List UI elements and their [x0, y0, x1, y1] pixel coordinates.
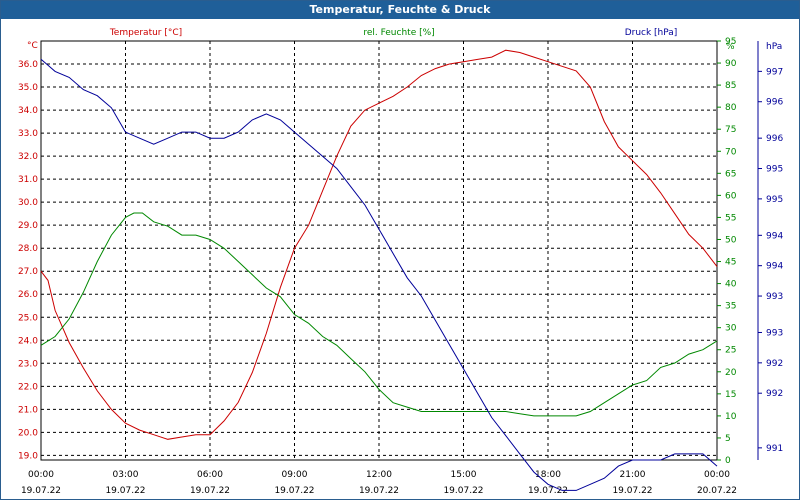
humidity-tick-label: 25 [725, 346, 736, 356]
humidity-axis-label: rel. Feuchte [%] [363, 28, 434, 38]
temp-tick-label: 26.0 [18, 290, 38, 300]
grid-lines [41, 41, 717, 460]
x-tick-date: 19.07.22 [612, 486, 652, 496]
pressure-tick-label: 992 [766, 389, 783, 399]
temp-tick-label: 19.0 [18, 451, 38, 461]
x-tick-time: 00:00 [28, 470, 54, 480]
temp-tick-label: 20.0 [18, 428, 38, 438]
x-tick-time: 03:00 [113, 470, 139, 480]
temp-tick-label: 32.0 [18, 152, 38, 162]
pressure-tick-label: 995 [766, 165, 783, 175]
pressure-tick-labels: 991 992 992 993 993 994 994 995 995 996 996 997 [757, 41, 783, 460]
x-tick-date: 19.07.22 [528, 486, 568, 496]
temp-tick-label: 29.0 [18, 221, 38, 231]
window-title: Temperatur, Feuchte & Druck [1, 1, 799, 19]
humidity-tick-label: 65 [725, 169, 736, 179]
temp-tick-label: 21.0 [18, 405, 38, 415]
pressure-axis-label: Druck [hPa] [625, 28, 678, 38]
x-tick-date: 19.07.22 [359, 486, 399, 496]
temp-tick-label: 25.0 [18, 313, 38, 323]
series-line-humidity [40, 212, 718, 417]
humidity-tick-label: 70 [725, 147, 737, 157]
pressure-tick-label: 994 [766, 262, 783, 272]
humidity-tick-label: 10 [725, 412, 737, 422]
humidity-tick-label: 5 [725, 434, 731, 444]
x-tick-time: 06:00 [197, 470, 223, 480]
temp-tick-label: 34.0 [18, 106, 38, 116]
humidity-tick-label: 95 [725, 37, 736, 47]
x-tick-labels: 00:00 19.07.22 03:00 19.07.22 06:00 19.07.22 0… [21, 470, 737, 496]
temp-tick-label: 23.0 [18, 359, 38, 369]
temp-axis-label: Temperatur [°C] [109, 28, 182, 38]
humidity-unit-label: % [726, 42, 735, 52]
pressure-tick-label: 994 [766, 231, 783, 241]
x-tick-time: 09:00 [282, 470, 308, 480]
pressure-tick-label: 993 [766, 292, 783, 302]
temp-tick-label: 22.0 [18, 382, 38, 392]
humidity-tick-label: 45 [725, 258, 736, 268]
pressure-tick-label: 991 [766, 444, 783, 454]
humidity-tick-label: 50 [725, 235, 737, 245]
pressure-tick-label: 996 [766, 98, 783, 108]
plot-frame [40, 40, 718, 461]
x-tick-date: 19.07.22 [190, 486, 230, 496]
humidity-tick-label: 30 [725, 324, 737, 334]
humidity-tick-label: 90 [725, 59, 737, 69]
humidity-tick-label: 35 [725, 302, 736, 312]
pressure-tick-label: 993 [766, 328, 783, 338]
x-tick-time: 21:00 [620, 470, 646, 480]
humidity-tick-label: 80 [725, 103, 737, 113]
temp-tick-label: 28.0 [18, 244, 38, 254]
series-line-temperature [40, 49, 718, 440]
temp-unit-label: °C [27, 41, 38, 51]
pressure-tick-label: 995 [766, 195, 783, 205]
x-tick-time: 12:00 [366, 470, 392, 480]
x-tick-time: 15:00 [451, 470, 477, 480]
series-line-pressure [40, 58, 718, 491]
pressure-unit-label: hPa [766, 42, 782, 52]
x-tick-date: 19.07.22 [443, 486, 483, 496]
pressure-tick-label: 997 [766, 67, 783, 77]
temp-tick-label: 35.0 [18, 83, 38, 93]
temp-tick-label: 27.0 [18, 267, 38, 277]
humidity-tick-label: 20 [725, 368, 737, 378]
temp-tick-label: 30.0 [18, 198, 38, 208]
x-tick-time: 00:00 [704, 470, 730, 480]
x-tick-date: 19.07.22 [21, 486, 61, 496]
x-tick-date: 20.07.22 [697, 486, 737, 496]
humidity-tick-label: 55 [725, 213, 736, 223]
pressure-tick-label: 996 [766, 134, 783, 144]
humidity-tick-label: 0 [725, 456, 731, 466]
temp-tick-label: 31.0 [18, 175, 38, 185]
pressure-tick-label: 992 [766, 359, 783, 369]
humidity-tick-label: 15 [725, 390, 736, 400]
humidity-tick-label: 85 [725, 81, 736, 91]
x-tick-date: 19.07.22 [274, 486, 314, 496]
humidity-tick-label: 40 [725, 280, 737, 290]
temp-tick-labels: 19.0 20.0 21.0 22.0 23.0 24.0 25.0 26.0 27.0 28.0… [18, 60, 38, 461]
temp-tick-label: 24.0 [18, 336, 38, 346]
series-lines [40, 49, 718, 491]
temp-tick-label: 36.0 [18, 60, 38, 70]
humidity-tick-label: 60 [725, 191, 737, 201]
x-tick-date: 19.07.22 [105, 486, 145, 496]
x-tick-time: 18:00 [535, 470, 561, 480]
humidity-tick-label: 75 [725, 125, 736, 135]
temp-tick-label: 33.0 [18, 129, 38, 139]
humidity-tick-labels: 0 5 10 15 20 25 30 35 40 45 50 55 60 65 70 75 80 85 90 95 [717, 37, 737, 466]
